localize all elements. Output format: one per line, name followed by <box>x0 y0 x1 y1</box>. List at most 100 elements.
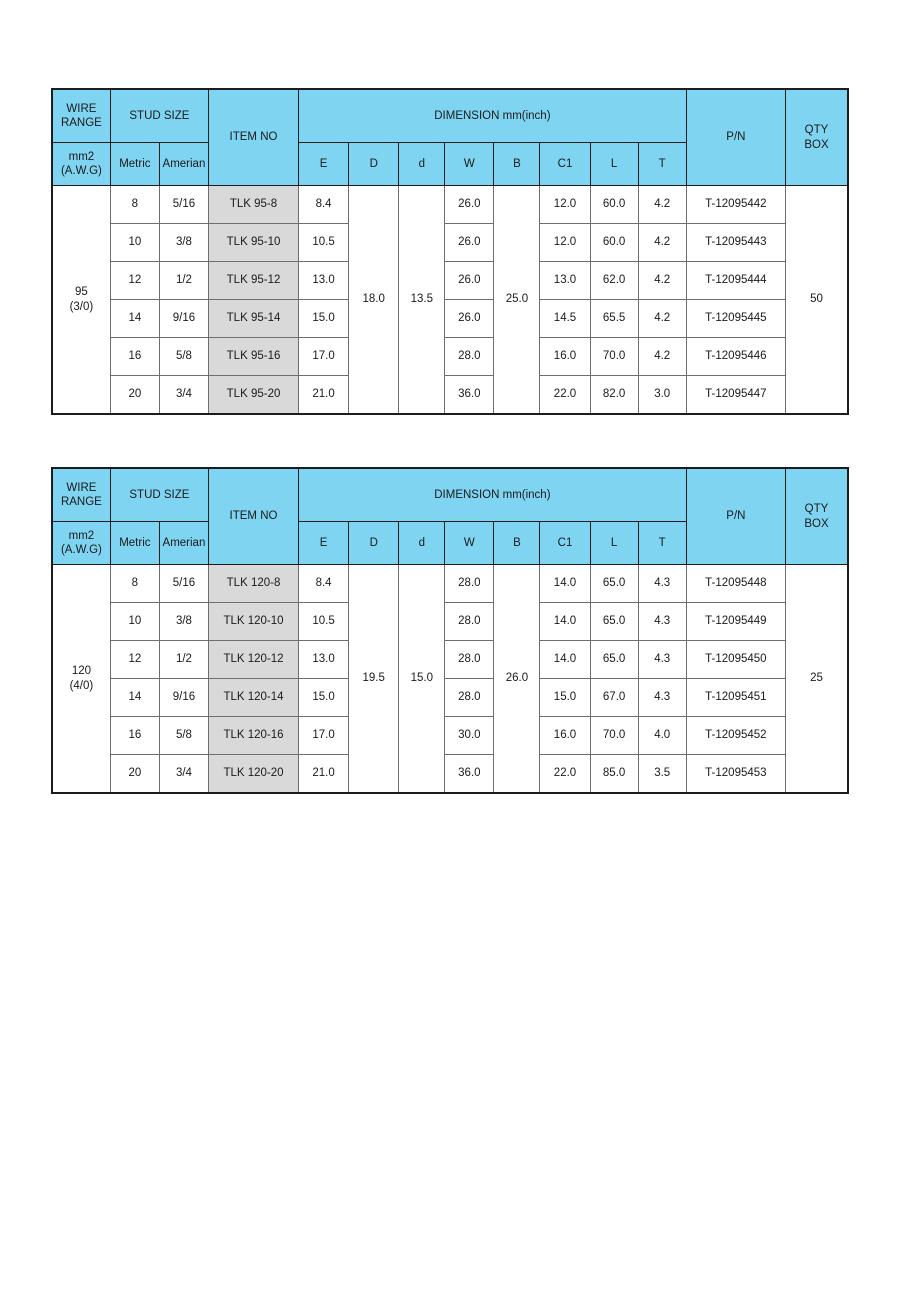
cell-amerian: 3/4 <box>158 375 210 415</box>
spec-table: WIRE RANGE STUD SIZE ITEM NO DIMENSION mm(in… <box>51 467 849 794</box>
cell-dim-W: 28.0 <box>444 678 495 717</box>
cell-dim-C1: 14.0 <box>539 564 591 603</box>
cell-dim-L: 65.0 <box>589 640 639 679</box>
table-header: WIRE RANGE STUD SIZE ITEM NO DIMENSION mm(in… <box>51 88 849 186</box>
cell-metric: 16 <box>109 337 160 376</box>
header-metric: Metric <box>109 521 160 565</box>
cell-dim-C1: 22.0 <box>539 754 591 794</box>
cell-dim-L: 67.0 <box>589 678 639 717</box>
header-item-no: ITEM NO <box>207 88 300 186</box>
cell-dim-C1: 12.0 <box>539 223 591 262</box>
cell-dim-L: 62.0 <box>589 261 639 300</box>
cell-amerian: 5/16 <box>158 564 210 603</box>
header-amerian: Amerian <box>158 521 210 565</box>
header-qty-box: QTY BOX <box>784 88 849 186</box>
cell-dim-T: 4.2 <box>637 299 687 338</box>
qty-box-line1: QTY <box>804 503 829 516</box>
cell-dim-E: 15.0 <box>298 299 350 338</box>
cell-dim-E: 10.5 <box>298 223 350 262</box>
cell-item-no: TLK 95-20 <box>207 375 300 415</box>
header-mm2-awg: mm2 (A.W.G) <box>51 142 111 186</box>
cell-dim-E: 13.0 <box>298 261 350 300</box>
cell-item-no: TLK 95-8 <box>207 185 300 224</box>
cell-dim-W: 28.0 <box>444 602 495 641</box>
wire-range-line1: WIRE <box>66 102 97 115</box>
cell-dim-T: 3.0 <box>637 375 687 415</box>
header-amerian: Amerian <box>158 142 210 186</box>
cell-dim-W: 30.0 <box>444 716 495 755</box>
spec-table-block: WIRE RANGE STUD SIZE ITEM NO DIMENSION mm(in… <box>51 467 849 794</box>
cell-dim-W: 26.0 <box>444 223 495 262</box>
cell-item-no: TLK 95-14 <box>207 299 300 338</box>
cell-item-no: TLK 95-10 <box>207 223 300 262</box>
header-dim-W: W <box>444 521 495 565</box>
wire-range-line2: RANGE <box>60 117 102 129</box>
cell-dim-B: 25.0 <box>493 185 541 415</box>
cell-metric: 12 <box>109 640 160 679</box>
header-stud-size: STUD SIZE <box>109 88 210 143</box>
cell-amerian: 3/8 <box>158 602 210 641</box>
cell-metric: 20 <box>109 375 160 415</box>
cell-dim-E: 10.5 <box>298 602 350 641</box>
cell-metric: 8 <box>109 564 160 603</box>
cell-pn: T-12095443 <box>685 223 786 262</box>
cell-amerian: 9/16 <box>158 678 210 717</box>
header-dimension: DIMENSION mm(inch) <box>298 467 687 522</box>
header-dim-L: L <box>589 142 639 186</box>
cell-qty-box: 50 <box>784 185 849 415</box>
cell-dim-L: 85.0 <box>589 754 639 794</box>
table-row: 10 3/8 TLK 120-10 10.5 28.0 14.0 65.0 4.3 T-1209… <box>52 602 848 641</box>
header-item-no: ITEM NO <box>207 467 300 565</box>
cell-dim-W: 28.0 <box>444 640 495 679</box>
cell-dim-E: 8.4 <box>298 185 350 224</box>
cell-dim-L: 65.5 <box>589 299 639 338</box>
header-wire-range: WIRE RANGE <box>51 88 111 143</box>
cell-dim-W: 26.0 <box>444 185 495 224</box>
header-pn: P/N <box>685 467 786 565</box>
cell-amerian: 5/8 <box>158 337 210 376</box>
cell-dim-T: 4.2 <box>637 185 687 224</box>
header-dim-L: L <box>589 521 639 565</box>
cell-dim-E: 13.0 <box>298 640 350 679</box>
cell-metric: 12 <box>109 261 160 300</box>
cell-dim-E: 21.0 <box>298 754 350 794</box>
table-row: 95 (3/0) 8 5/16 TLK 95-8 8.4 18.0 13.5 26.0 25.0 1… <box>51 185 849 415</box>
cell-dim-D: 18.0 <box>348 185 400 415</box>
cell-dim-E: 17.0 <box>298 337 350 376</box>
header-mm2-awg: mm2 (A.W.G) <box>51 521 111 565</box>
cell-amerian: 3/4 <box>158 754 210 794</box>
header-dim-C1: C1 <box>539 521 591 565</box>
table-row: 120 (4/0) 8 5/16 TLK 120-8 8.4 19.5 15.0 28.0 26.… <box>51 564 849 794</box>
header-dim-d: d <box>398 142 446 186</box>
mm2-label: mm2 <box>68 150 95 163</box>
cell-pn: T-12095445 <box>685 299 786 338</box>
cell-metric: 8 <box>109 185 160 224</box>
cell-pn: T-12095451 <box>685 678 786 717</box>
cell-item-no: TLK 120-8 <box>207 564 300 603</box>
cell-metric: 20 <box>109 754 160 794</box>
table-header: WIRE RANGE STUD SIZE ITEM NO DIMENSION mm(in… <box>51 467 849 565</box>
cell-amerian: 3/8 <box>158 223 210 262</box>
table-row: 20 3/4 TLK 95-20 21.0 36.0 22.0 82.0 3.0 T-12095… <box>52 375 848 415</box>
table-row: 12 1/2 TLK 95-12 13.0 26.0 13.0 62.0 4.2 T-12095… <box>52 261 848 300</box>
cell-dim-d: 13.5 <box>398 185 446 415</box>
cell-pn: T-12095453 <box>685 754 786 794</box>
cell-pn: T-12095447 <box>685 375 786 415</box>
cell-dim-C1: 13.0 <box>539 261 591 300</box>
cell-dim-T: 4.2 <box>637 261 687 300</box>
cell-dim-E: 21.0 <box>298 375 350 415</box>
cell-pn: T-12095452 <box>685 716 786 755</box>
header-dim-B: B <box>493 142 541 186</box>
cell-wire-range: 95 (3/0) <box>51 185 111 415</box>
cell-dim-E: 17.0 <box>298 716 350 755</box>
spec-table: WIRE RANGE STUD SIZE ITEM NO DIMENSION mm(in… <box>51 88 849 415</box>
header-dimension: DIMENSION mm(inch) <box>298 88 687 143</box>
awg-label: (A.W.G) <box>60 544 102 556</box>
cell-dim-d: 15.0 <box>398 564 446 794</box>
header-metric: Metric <box>109 142 160 186</box>
cell-amerian: 1/2 <box>158 261 210 300</box>
cell-dim-E: 15.0 <box>298 678 350 717</box>
